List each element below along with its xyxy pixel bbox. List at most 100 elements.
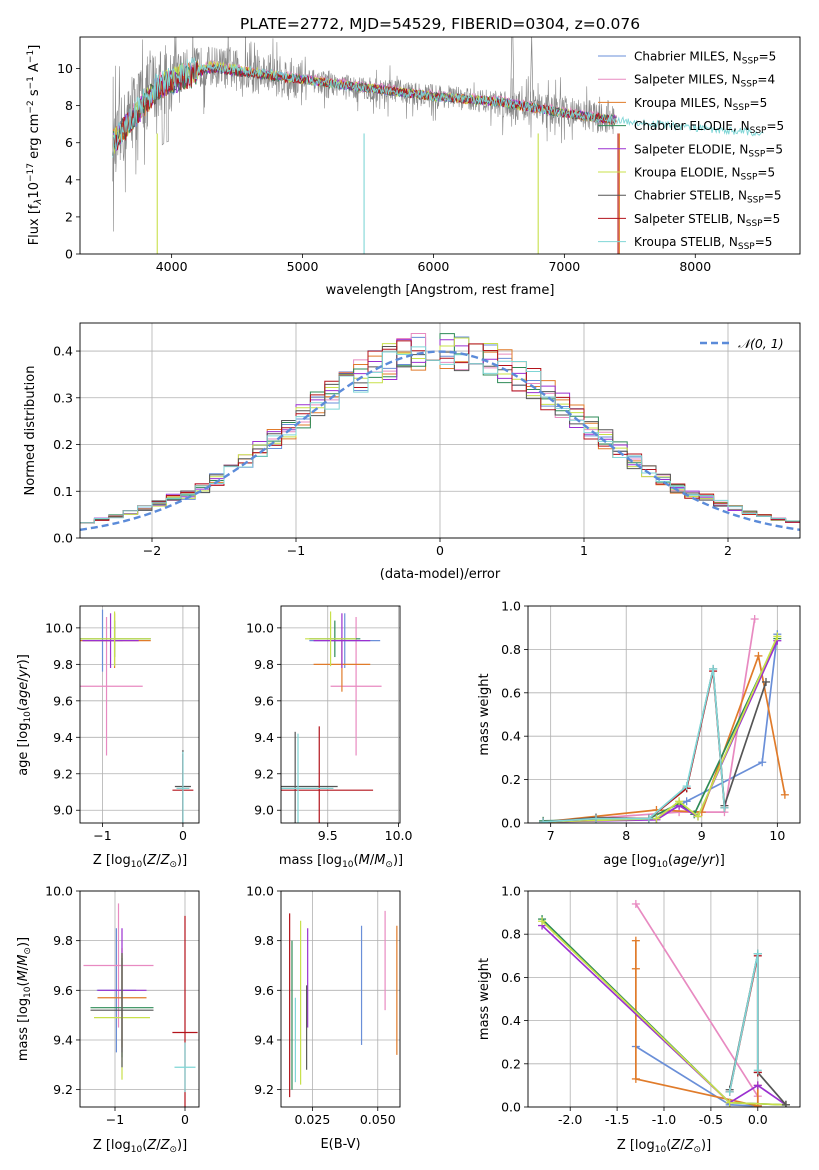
plot-area bbox=[80, 332, 800, 531]
y-tick-label: 9.8 bbox=[53, 657, 73, 672]
plot-area bbox=[289, 910, 398, 1098]
legend-label-main: Salpeter ELODIE, N bbox=[634, 142, 748, 156]
x-tick-label: 0.050 bbox=[360, 1112, 396, 1127]
legend-label: Salpeter STELIB, NSSP=5 bbox=[634, 212, 780, 229]
y-tick-label: 0.4 bbox=[501, 729, 521, 744]
plot-area bbox=[281, 611, 382, 823]
label-part: )] bbox=[16, 654, 31, 664]
weight-line bbox=[543, 652, 786, 823]
panel-weight_vs_Z: -2.0 -1.5 -1.0 -0.5 0.0 0.0 0.2 0.4 0.6 0.8 1.0 Z [… bbox=[477, 884, 801, 1155]
label-part: yr bbox=[16, 663, 31, 679]
label-part: 10 bbox=[655, 1145, 667, 1155]
x-tick-label: −1 bbox=[93, 828, 111, 843]
label-part: )] bbox=[701, 1138, 711, 1153]
legend-label-main: Kroupa STELIB, N bbox=[634, 235, 738, 249]
plot-area bbox=[538, 899, 790, 1107]
weight-line bbox=[543, 670, 726, 823]
histogram-step bbox=[80, 340, 800, 524]
weight-line bbox=[635, 940, 759, 1107]
label-part: Z bbox=[146, 1138, 157, 1153]
legend-label: Chabrier STELIB, NSSP=5 bbox=[634, 189, 782, 206]
legend-label-sub: SSP bbox=[746, 219, 763, 229]
y-tick-label: 0.4 bbox=[501, 1013, 521, 1028]
label-part: / bbox=[16, 965, 31, 970]
x-tick-label: 8000 bbox=[679, 259, 711, 274]
label-part: M bbox=[374, 853, 385, 868]
x-tick-label: 0.0 bbox=[748, 1112, 768, 1127]
legend-label: Salpeter ELODIE, NSSP=5 bbox=[634, 142, 783, 159]
y-tick-label: 1.0 bbox=[501, 599, 521, 614]
y-label-part: −2 bbox=[26, 100, 36, 113]
x-axis-label: wavelength [Angstrom, rest frame] bbox=[326, 283, 555, 298]
weight-line bbox=[541, 924, 787, 1106]
y-tick-label: 0.6 bbox=[501, 685, 521, 700]
y-label-part: −1 bbox=[26, 76, 36, 89]
label-part: )] bbox=[177, 1138, 187, 1153]
x-tick-label: 4000 bbox=[156, 259, 188, 274]
label-part: 10 bbox=[656, 860, 668, 870]
label-part: ( bbox=[668, 853, 673, 868]
legend-label: Kroupa STELIB, NSSP=5 bbox=[634, 235, 772, 252]
label-part: ( bbox=[16, 981, 31, 986]
x-axis-label: Z [log10(Z/Z⊙)] bbox=[93, 853, 187, 870]
panel-age_vs_Z: −1 09.09.29.49.69.810.0Z [log10(Z/Z⊙)]age… bbox=[16, 605, 200, 870]
normal-curve bbox=[80, 350, 800, 531]
x-tick-label: 7 bbox=[547, 828, 555, 843]
y-tick-label: 8 bbox=[65, 98, 73, 113]
legend-label-sub: SSP bbox=[748, 149, 765, 159]
x-tick-label: −2 bbox=[143, 543, 161, 558]
label-part: Z [log bbox=[93, 853, 131, 868]
y-tick-label: 9.2 bbox=[254, 766, 274, 781]
label-part: Z [log bbox=[617, 1138, 655, 1153]
label-part: ( bbox=[142, 853, 147, 868]
x-tick-label: 0.025 bbox=[294, 1112, 330, 1127]
y-tick-label: 9.2 bbox=[53, 1082, 73, 1097]
axes-frame bbox=[79, 36, 801, 255]
legend-label: 𝒩(0, 1) bbox=[738, 336, 784, 351]
label-part: Z bbox=[146, 853, 157, 868]
histogram-step bbox=[80, 345, 800, 524]
y-tick-label: 0.0 bbox=[501, 1100, 521, 1115]
y-tick-label: 9.4 bbox=[53, 1032, 73, 1047]
label-part: ( bbox=[354, 853, 359, 868]
y-tick-label: 10.0 bbox=[246, 884, 274, 899]
y-tick-label: 0.2 bbox=[53, 437, 73, 452]
label-part: 10 bbox=[131, 1145, 143, 1155]
axes-frame bbox=[527, 605, 801, 824]
label-part: Z bbox=[160, 853, 171, 868]
legend-label-sub: SSP bbox=[750, 126, 767, 136]
panel-residuals: −2 −1 0 1 2 0.0 0.1 0.2 0.3 0.4 (data-model)/error… bbox=[23, 322, 801, 582]
y-tick-label: 9.2 bbox=[53, 766, 73, 781]
y-label-part: s bbox=[27, 89, 42, 100]
label-part: )] bbox=[715, 853, 725, 868]
legend-label-end: =5 bbox=[765, 142, 783, 156]
x-tick-label: -1.5 bbox=[605, 1112, 629, 1127]
y-tick-label: 0.2 bbox=[501, 1056, 521, 1071]
x-tick-label: -0.5 bbox=[699, 1112, 723, 1127]
x-tick-label: 0 bbox=[179, 828, 187, 843]
legend-label: Salpeter MILES, NSSP=4 bbox=[634, 73, 775, 90]
label-part: age bbox=[673, 853, 697, 868]
y-tick-label: 0.0 bbox=[53, 531, 73, 546]
legend-label-sub: SSP bbox=[741, 173, 758, 183]
label-part: )] bbox=[393, 853, 403, 868]
y-tick-label: 9.8 bbox=[254, 933, 274, 948]
label-part: mass [log bbox=[16, 998, 31, 1061]
y-label-part: 10 bbox=[27, 182, 42, 199]
label-part: Z [log bbox=[93, 1138, 131, 1153]
x-axis-label: (data-model)/error bbox=[380, 567, 501, 582]
label-part: M bbox=[16, 970, 31, 981]
observed-spectrum bbox=[112, 37, 617, 232]
y-axis-label: mass weight bbox=[477, 673, 492, 755]
label-part: 10 bbox=[131, 860, 143, 870]
weight-line bbox=[543, 640, 779, 823]
model-spectrum bbox=[112, 57, 617, 158]
x-tick-label: 6000 bbox=[418, 259, 450, 274]
weight-line bbox=[543, 668, 767, 823]
y-tick-label: 9.6 bbox=[254, 983, 274, 998]
weight-line bbox=[543, 638, 779, 822]
x-axis-label: age [log10(age/yr)] bbox=[603, 853, 725, 870]
model-spectrum bbox=[112, 62, 617, 156]
